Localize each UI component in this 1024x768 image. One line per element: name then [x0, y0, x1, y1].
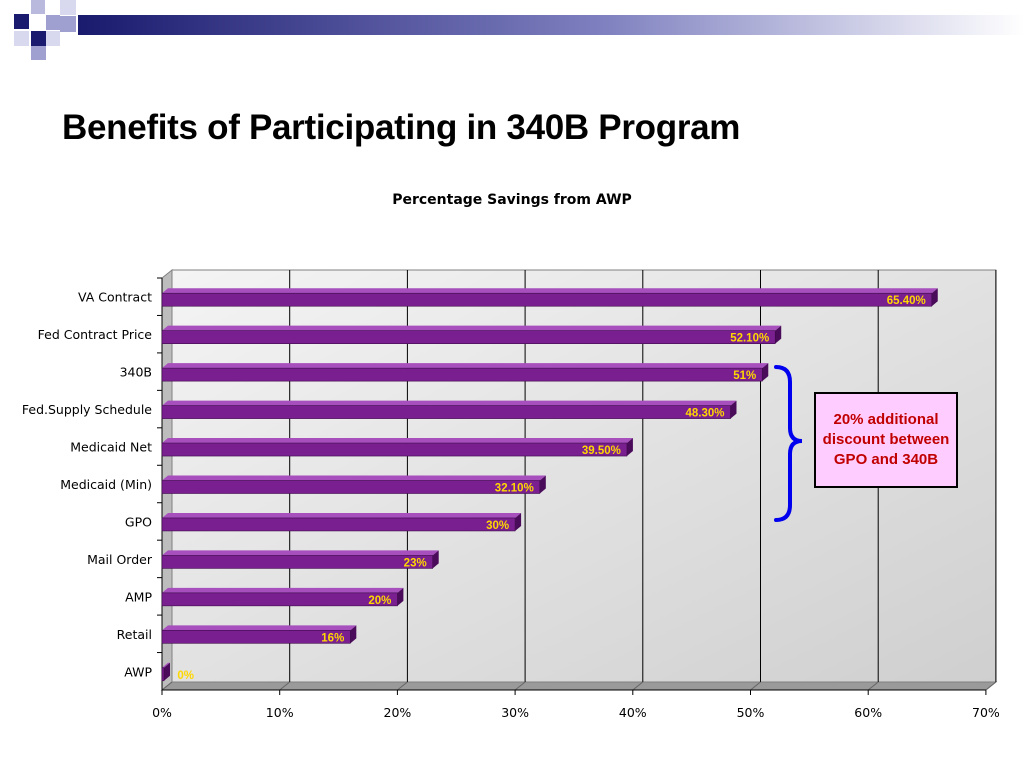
gridline-floor: [867, 681, 879, 691]
bar-top: [162, 325, 782, 331]
category-label: Fed Contract Price: [38, 327, 153, 342]
bar-top: [162, 288, 938, 294]
data-label: 52.10%: [730, 333, 769, 345]
data-label: 51%: [733, 370, 756, 382]
bar: [161, 592, 398, 607]
bar-top: [162, 662, 170, 668]
bar: [161, 367, 763, 382]
gridline-floor: [985, 681, 997, 691]
slide-title: Benefits of Participating in 340B Progra…: [62, 108, 741, 147]
bar-end: [626, 438, 633, 457]
header-gradient-bar: [78, 15, 1024, 35]
bar: [161, 442, 628, 457]
gridline-floor: [632, 681, 644, 691]
x-tick-label: 50%: [737, 705, 765, 720]
bar: [161, 292, 933, 307]
deco-square: [14, 14, 29, 29]
bar: [161, 667, 165, 682]
bar-end: [775, 325, 782, 344]
category-label: AMP: [125, 589, 152, 604]
category-label: Fed.Supply Schedule: [22, 402, 152, 417]
x-tick-label: 40%: [619, 705, 647, 720]
category-label: Medicaid (Min): [60, 477, 152, 492]
bar-top: [162, 475, 546, 481]
slide-decoration: [14, 0, 1024, 60]
bar-end: [397, 587, 404, 606]
bar: [161, 405, 731, 419]
category-label: VA Contract: [78, 290, 152, 305]
bar: [161, 517, 516, 532]
deco-square: [31, 46, 46, 60]
bar-end: [350, 625, 357, 644]
gridline-floor: [397, 681, 408, 691]
category-label: Retail: [117, 627, 152, 642]
deco-square: [31, 0, 45, 14]
category-label: 340B: [120, 365, 152, 380]
deco-square: [46, 31, 60, 46]
x-tick-label: 0%: [152, 705, 172, 720]
bar-top: [162, 363, 769, 369]
bar: [161, 630, 351, 644]
data-label: 65.40%: [887, 295, 926, 307]
data-label: 48.30%: [685, 408, 724, 420]
deco-square: [14, 31, 29, 46]
bar: [161, 480, 541, 494]
bar-top: [162, 400, 737, 406]
bar-end: [730, 400, 737, 419]
bar-end: [539, 475, 546, 494]
x-tick-label: 20%: [384, 705, 412, 720]
data-label: 16%: [321, 632, 344, 644]
x-tick-label: 30%: [501, 705, 529, 720]
data-label: 20%: [368, 595, 391, 607]
callout-text: 20% additional discount between GPO and …: [822, 411, 950, 468]
bar-top: [162, 587, 404, 593]
bar-end: [164, 662, 170, 681]
x-tick-label: 70%: [972, 705, 1000, 720]
bar: [161, 555, 434, 569]
bar-end: [432, 550, 439, 569]
bar-end: [931, 288, 938, 307]
curly-bracket: [774, 365, 803, 522]
gridline-floor: [161, 681, 173, 691]
data-label: 0%: [177, 670, 194, 682]
x-tick-label: 60%: [854, 705, 882, 720]
plot-floor: [160, 681, 998, 691]
data-label: 30%: [486, 520, 509, 532]
callout-box: 20% additional discount between GPO and …: [814, 392, 958, 488]
bar-top: [162, 512, 522, 518]
deco-square: [31, 31, 46, 46]
data-label: 23%: [404, 557, 427, 569]
category-label: Mail Order: [87, 552, 153, 567]
deco-square: [60, 0, 76, 15]
bar-end: [762, 363, 769, 382]
category-label: Medicaid Net: [70, 440, 152, 455]
data-label: 32.10%: [495, 483, 534, 495]
deco-square: [46, 15, 60, 30]
gridline-floor: [514, 681, 526, 691]
bar-top: [162, 550, 439, 556]
deco-square: [60, 16, 76, 32]
data-label: 39.50%: [582, 445, 621, 457]
x-tick-label: 10%: [266, 705, 294, 720]
gridline-floor: [750, 681, 761, 691]
category-label: AWP: [124, 664, 152, 679]
category-label: GPO: [125, 514, 152, 529]
bar-top: [162, 438, 633, 444]
bar: [161, 330, 776, 344]
bar-top: [162, 625, 357, 631]
bar-end: [515, 512, 522, 531]
chart-title: Percentage Savings from AWP: [392, 192, 632, 208]
gridline-floor: [279, 681, 291, 691]
